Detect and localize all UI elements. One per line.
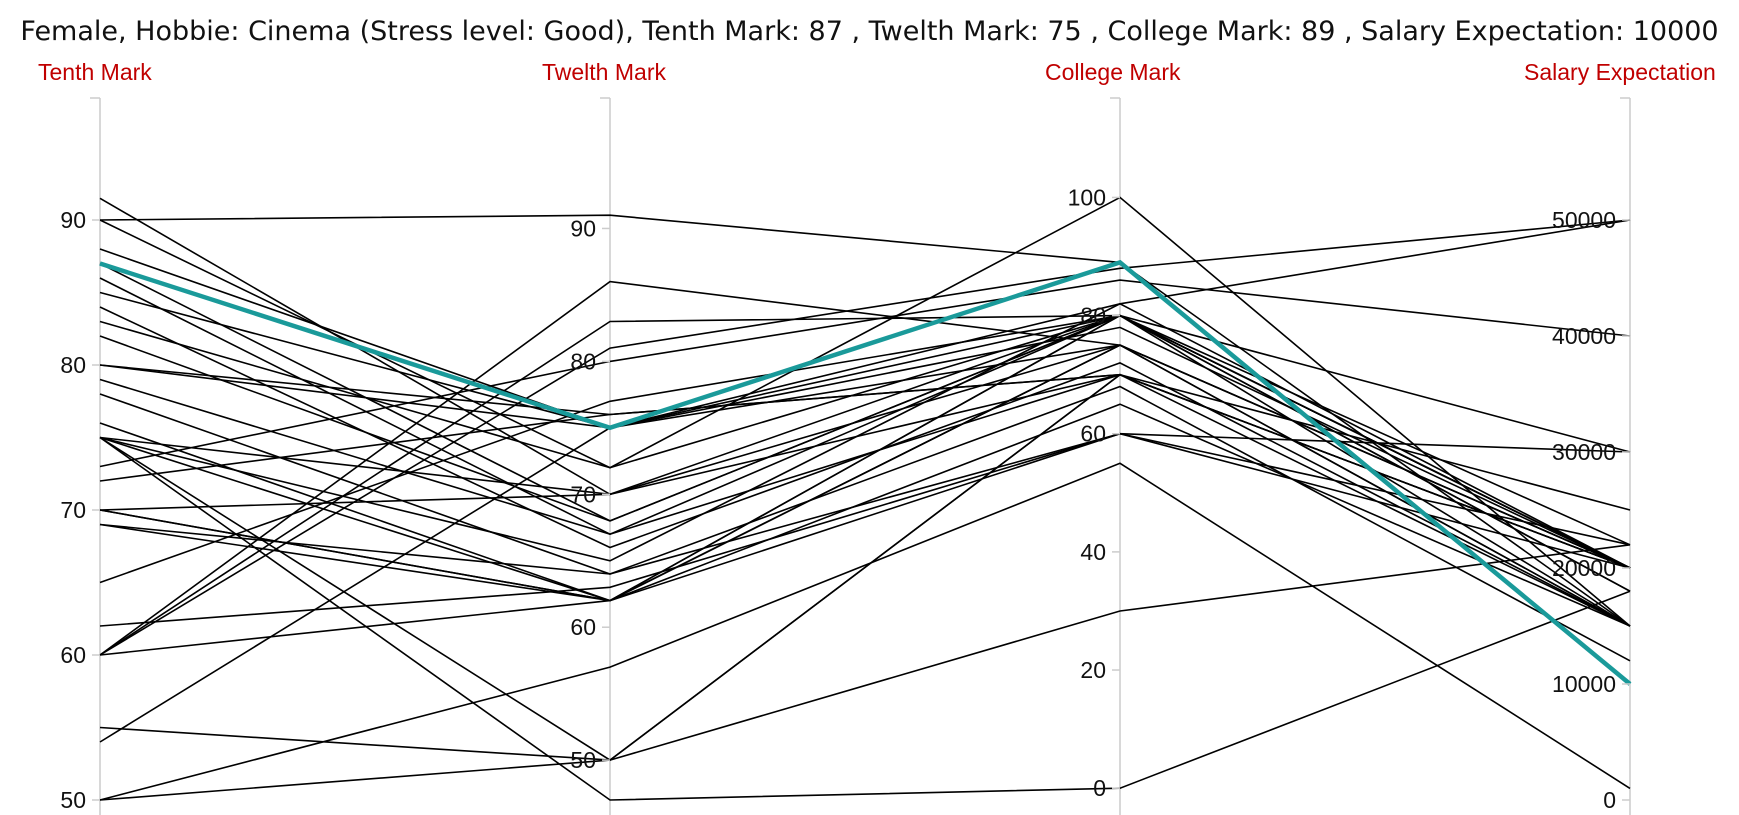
tick-label: 60 xyxy=(1080,421,1106,447)
data-line xyxy=(99,196,1631,627)
data-line xyxy=(99,280,1631,656)
tick-label: 80 xyxy=(570,348,596,374)
axis-label-tenth-mark: Tenth Mark xyxy=(38,59,152,85)
data-line xyxy=(99,436,1631,801)
tick-label: 90 xyxy=(570,215,596,241)
tick-label: 20 xyxy=(1080,657,1106,683)
data-line xyxy=(99,314,1631,656)
data-line xyxy=(99,432,1631,627)
data-line xyxy=(99,373,1631,569)
data-line xyxy=(99,306,1631,627)
tick-label: 0 xyxy=(1093,775,1106,801)
tick-label: 80 xyxy=(60,352,86,378)
tick-label: 30000 xyxy=(1552,439,1616,465)
tick-label: 50 xyxy=(60,787,86,813)
axis-label-college-mark: College Mark xyxy=(1045,59,1181,85)
axis-label-salary-expectation: Salary Expectation xyxy=(1524,59,1716,85)
data-line xyxy=(99,214,1631,627)
tick-label: 40000 xyxy=(1552,323,1616,349)
data-line xyxy=(99,197,1631,627)
highlighted-line xyxy=(99,259,1632,686)
data-line xyxy=(99,314,1631,584)
chart-title: Female, Hobbie: Cinema (Stress level: Go… xyxy=(20,16,1719,47)
tick-label: 20000 xyxy=(1552,555,1616,581)
data-line xyxy=(99,314,1631,546)
tick-label: 50000 xyxy=(1552,207,1616,233)
tick-label: 60 xyxy=(60,642,86,668)
data-line xyxy=(99,219,1631,743)
tick-label: 70 xyxy=(570,481,596,507)
tick-label: 90 xyxy=(60,207,86,233)
tick-label: 40 xyxy=(1080,539,1106,565)
data-line xyxy=(99,219,1631,656)
tick-label: 70 xyxy=(60,497,86,523)
data-line xyxy=(99,302,1631,569)
tick-label: 100 xyxy=(1068,184,1106,210)
data-line xyxy=(99,314,1631,592)
data-line xyxy=(99,403,1631,627)
tick-label: 80 xyxy=(1080,303,1106,329)
data-line xyxy=(99,373,1631,569)
data-line xyxy=(99,248,1631,569)
tick-label: 60 xyxy=(570,614,596,640)
tick-label: 10000 xyxy=(1552,671,1616,697)
data-line xyxy=(99,544,1631,801)
data-line xyxy=(99,385,1631,662)
data-line xyxy=(99,432,1631,575)
axis-label-twelth-mark: Twelth Mark xyxy=(542,59,666,85)
data-line xyxy=(99,291,1631,569)
data-line xyxy=(99,279,1631,468)
data-line xyxy=(99,344,1631,602)
tick-label: 0 xyxy=(1603,787,1616,813)
data-line xyxy=(99,462,1631,801)
data-line xyxy=(99,432,1631,602)
tick-label: 50 xyxy=(570,747,596,773)
